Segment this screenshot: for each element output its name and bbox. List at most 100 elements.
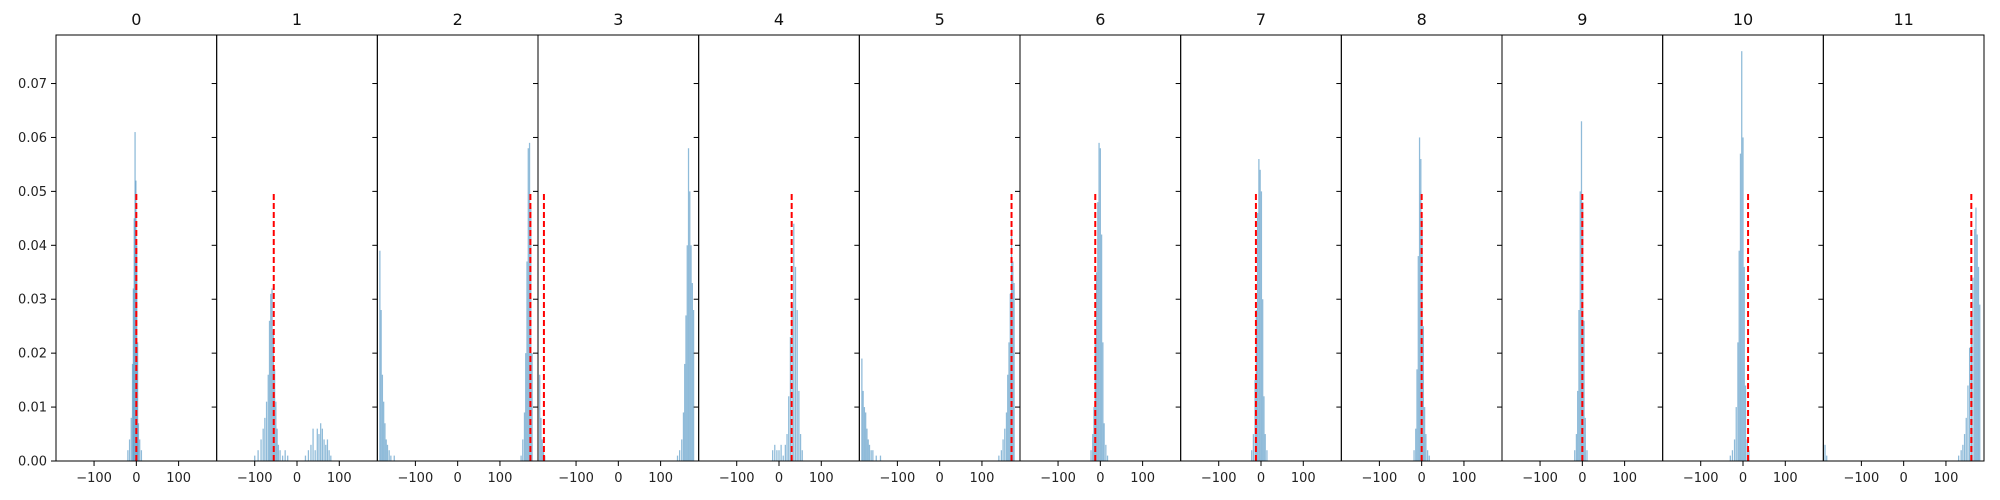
- y-tick-label: 0.04: [18, 239, 47, 254]
- histogram-bar: [270, 293, 272, 461]
- histogram-bar: [1974, 229, 1976, 461]
- histogram-bar: [132, 288, 135, 461]
- histogram-bar: [1586, 450, 1588, 461]
- histogram-bar: [320, 423, 322, 461]
- panel-11: −100 0 100 11: [1818, 10, 1985, 486]
- histogram-bar: [1579, 191, 1581, 461]
- histogram-bar: [780, 444, 782, 461]
- x-tick-label: 0: [936, 471, 944, 486]
- histogram-bar: [1972, 277, 1974, 461]
- histogram-bar: [275, 401, 277, 461]
- histogram-bar: [134, 132, 136, 461]
- histogram-bar: [393, 455, 395, 461]
- histogram-bar: [526, 261, 528, 461]
- histogram-bar: [257, 450, 259, 461]
- histogram-bar: [520, 455, 522, 461]
- histogram-bar: [1422, 326, 1424, 461]
- histogram-bar: [1963, 434, 1966, 461]
- histogram-bar: [1574, 450, 1576, 461]
- histogram-bar: [1739, 153, 1742, 461]
- x-tick-label: 0: [1578, 471, 1586, 486]
- histogram-bar: [1415, 428, 1417, 461]
- histogram-bar: [318, 434, 320, 461]
- histogram-bar: [1097, 202, 1099, 461]
- histogram-bar: [281, 455, 284, 461]
- histogram-bar: [998, 455, 1000, 461]
- histogram-bar: [1000, 450, 1003, 461]
- x-tick-label: 100: [1773, 471, 1798, 486]
- histogram-bar: [1099, 148, 1101, 462]
- panel-title: 10: [1733, 10, 1753, 29]
- histogram-bar: [690, 245, 692, 461]
- histogram-bar: [130, 417, 132, 461]
- histogram-bar: [386, 444, 389, 461]
- histogram-bar: [528, 142, 531, 461]
- histogram-bar: [531, 353, 533, 461]
- x-tick-label: 0: [454, 471, 462, 486]
- histogram-bar: [870, 450, 872, 461]
- histogram-bar: [1428, 455, 1430, 461]
- histogram-bar: [784, 444, 786, 461]
- histogram-bar: [793, 223, 795, 461]
- histogram-bar: [1008, 342, 1010, 461]
- histogram-bar: [1103, 423, 1105, 461]
- histogram-bar: [390, 455, 392, 461]
- histogram-bar: [380, 310, 382, 461]
- x-tick-label: 100: [1452, 471, 1477, 486]
- histogram-bar: [1743, 266, 1745, 461]
- histogram-bar: [1105, 444, 1107, 461]
- histogram-bar: [539, 374, 541, 461]
- histogram-bar: [676, 455, 679, 461]
- histogram-bar: [379, 250, 381, 461]
- histogram-bar: [277, 444, 280, 461]
- histogram-bar: [1102, 342, 1104, 461]
- y-tick-label: 0.05: [18, 185, 47, 200]
- histogram-bar: [388, 450, 390, 461]
- histogram-bar: [136, 342, 139, 461]
- histogram-bar: [687, 148, 690, 462]
- histogram-bar: [276, 428, 278, 461]
- histogram-bar: [321, 428, 323, 461]
- histogram-bar: [1826, 455, 1828, 461]
- histogram-bar: [867, 439, 869, 461]
- histogram-bar: [1260, 191, 1263, 461]
- histogram-bar: [1967, 385, 1969, 461]
- x-tick-label: 100: [1291, 471, 1316, 486]
- histogram-bar: [1090, 450, 1092, 461]
- histogram-bar: [1092, 434, 1094, 461]
- panel-title: 0: [131, 10, 141, 29]
- x-tick-label: −100: [398, 471, 434, 486]
- histogram-bar: [801, 450, 803, 461]
- histogram-bar: [1420, 159, 1422, 461]
- y-tick-label: 0.02: [18, 347, 47, 362]
- histogram-bar: [316, 428, 318, 461]
- histogram-bar: [1737, 342, 1739, 461]
- histogram-bar: [312, 428, 314, 461]
- panel-0: −100 0 100 0: [51, 10, 218, 486]
- histogram-bar: [1005, 412, 1008, 461]
- histogram-bar: [681, 439, 683, 461]
- x-tick-label: 100: [648, 471, 673, 486]
- histogram-bar: [1958, 455, 1960, 461]
- histogram-bar: [1095, 272, 1098, 461]
- histogram-bar: [1262, 299, 1264, 461]
- histogram-bar: [1583, 320, 1585, 461]
- histogram-bar: [271, 288, 273, 461]
- histogram-bar: [304, 455, 307, 461]
- x-tick-label: −100: [76, 471, 112, 486]
- histogram-bar: [137, 423, 140, 461]
- panel-8: −100 0 100 8: [1336, 10, 1503, 486]
- x-tick-label: 0: [1418, 471, 1426, 486]
- histogram-bar: [1012, 261, 1014, 461]
- histogram-bar: [1575, 434, 1578, 461]
- x-tick-label: 100: [809, 471, 834, 486]
- histogram-bar: [788, 396, 790, 461]
- panel-1: −100 0 100 1: [211, 10, 378, 486]
- x-tick-label: 0: [293, 471, 301, 486]
- y-tick-label: 0.00: [18, 455, 47, 470]
- histogram-bar: [1965, 417, 1967, 461]
- histogram-bar: [1100, 234, 1103, 461]
- histogram-bar: [782, 455, 784, 461]
- histogram-bar: [1007, 374, 1009, 461]
